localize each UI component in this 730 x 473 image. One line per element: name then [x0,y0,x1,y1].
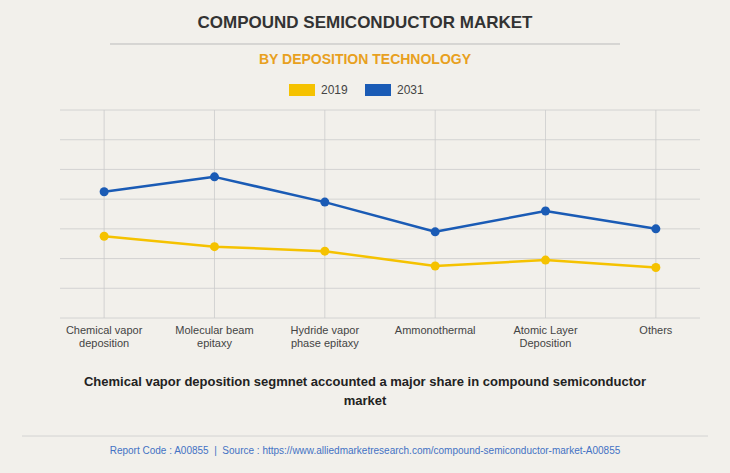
grid-line-x [324,110,325,318]
point [651,224,660,233]
subtitle: BY DEPOSITION TECHNOLOGY [259,51,472,67]
point [100,187,109,196]
footer-rule [22,436,708,437]
data-layer [100,172,661,272]
title-rule [110,44,620,45]
chart-root: COMPOUND SEMICONDUCTOR MARKET BY DEPOSITI… [0,0,730,473]
grid-line-y [60,139,700,140]
legend-label: 2019 [321,83,348,97]
grid-line-x [214,110,215,318]
text-line: phase epitaxy [291,337,359,349]
x-tick-label: Hydride vaporphase epitaxy [291,324,360,349]
legend-swatch [365,84,391,96]
x-tick-label: Molecular beamepitaxy [175,324,253,349]
grid-line-y [60,228,700,229]
point [320,198,329,207]
footer: Report Code : A00855 | Source : https://… [110,445,621,456]
x-tick-label: Ammonothermal [395,324,476,336]
text-line: Hydride vapor [291,324,360,336]
text-line: Deposition [520,337,572,349]
grid-line-x [435,110,436,318]
point [320,247,329,256]
series [100,232,661,272]
point [100,232,109,241]
grid-line-y [60,288,700,289]
text-line: market [344,393,387,408]
x-tick-label: Others [639,324,673,336]
text-line: Atomic Layer [513,324,578,336]
point [210,172,219,181]
x-axis-labels: Chemical vapordeposition Molecular beamep… [66,324,673,349]
point [651,263,660,272]
x-tick-label: Chemical vapordeposition [66,324,143,349]
text-line: Molecular beam [175,324,253,336]
text-line: Ammonothermal [395,324,476,336]
text-line: Chemical vapor [66,324,143,336]
text-line: Others [639,324,673,336]
title: COMPOUND SEMICONDUCTOR MARKET [198,13,534,32]
grid-line-y [60,318,700,319]
text-line: Chemical vapor deposition segmnet accoun… [84,374,646,389]
series-line [104,236,656,267]
point [431,227,440,236]
series-line [104,177,656,232]
grid [60,110,700,318]
annotation: Chemical vapor deposition segmnet accoun… [84,374,646,408]
text-line: deposition [79,337,129,349]
grid-line-x [655,110,656,318]
grid-line-y [60,199,700,200]
grid-line-y [60,110,700,111]
point [210,242,219,251]
grid-line-x [104,110,105,318]
text-line: Report Code : A00855 | Source : https://… [110,445,621,456]
background [0,0,730,473]
grid-line-y [60,169,700,170]
series [100,172,661,236]
legend: 2019 2031 [289,83,424,97]
x-tick-label: Atomic LayerDeposition [513,324,578,349]
legend-label: 2031 [397,83,424,97]
point [541,207,550,216]
legend-swatch [289,84,315,96]
point [541,256,550,265]
text-line: epitaxy [197,337,232,349]
point [431,262,440,271]
